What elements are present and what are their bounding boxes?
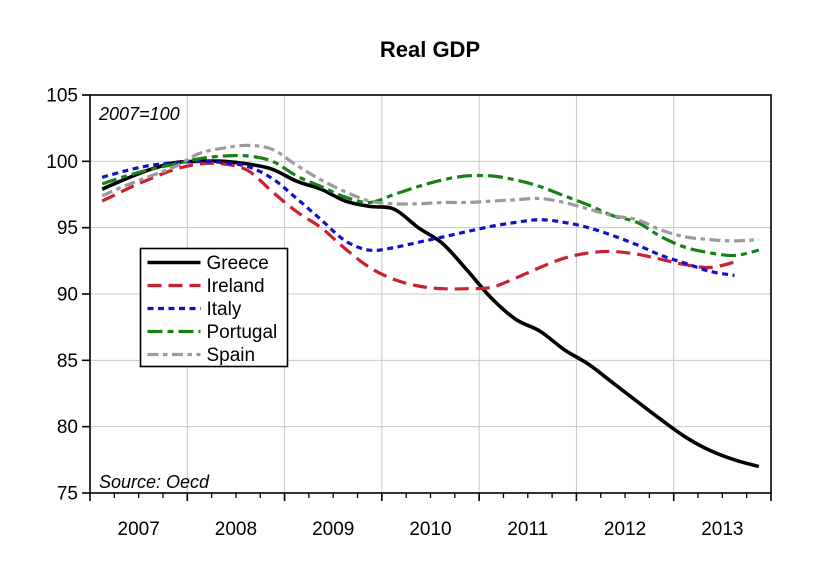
y-tick-label: 75 [57,484,78,505]
legend-label: Ireland [207,276,265,297]
y-tick-label: 105 [46,86,78,107]
y-tick-label: 100 [46,152,78,173]
x-tick-label: 2008 [215,519,257,540]
legend-item-portugal: Portugal [147,322,278,343]
legend-box [139,247,289,368]
x-tick-label: 2013 [701,519,743,540]
x-tick-label: 2011 [507,519,548,540]
y-tick-label: 85 [57,351,78,372]
legend-label: Spain [207,345,256,366]
y-tick-label: 95 [57,218,78,239]
axes: 75 80 85 90 95 100 105 2007 2008 2009 2010 2011 2012… [46,86,772,540]
series-line-greece [101,159,760,469]
legend-item-ireland: Ireland [147,276,265,297]
legend-label: Italy [207,299,242,320]
series-line-portugal [101,153,760,258]
x-tick-label: 2010 [409,519,451,540]
x-tick-label: 2012 [604,519,646,540]
source-note: Source: Oecd [99,472,210,492]
y-tick-label: 90 [57,285,78,306]
x-tick-label: 2009 [312,519,354,540]
series-line-italy [101,159,735,277]
series-line-spain [101,143,759,243]
legend-label: Greece [207,253,269,274]
legend-item-spain: Spain [147,345,256,366]
legend-item-greece: Greece [147,253,269,274]
y-tick-label: 80 [57,417,78,438]
series-lines [101,143,760,469]
legend-label: Portugal [207,322,278,343]
index-annotation: 2007=100 [98,104,180,124]
series-line-ireland [101,161,735,291]
x-tick-label: 2007 [118,519,160,540]
chart-title: Real GDP [380,37,480,62]
legend-item-italy: Italy [147,299,242,320]
